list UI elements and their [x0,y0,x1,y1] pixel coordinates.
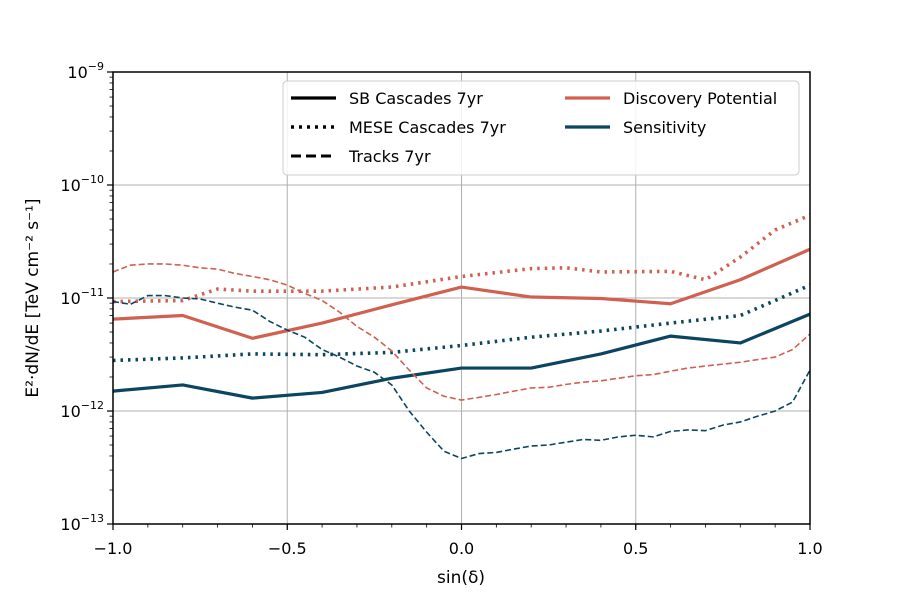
series-line-sb-cascades-7yr-sensitivity [112,312,811,400]
x-tick-label: 1.0 [797,539,822,558]
series-layer [112,213,811,460]
series-line-tracks-7yr-discovery-potential [112,263,811,401]
legend-label: SB Cascades 7yr [349,89,483,108]
series-line-tracks-7yr-sensitivity [112,294,811,460]
series-line-sb-cascades-7yr-discovery-potential [112,247,811,340]
series-line-mese-cascades-7yr-discovery-potential [112,213,811,304]
x-tick-label: −0.5 [268,539,307,558]
legend-label: Tracks 7yr [348,147,431,166]
legend: SB Cascades 7yr MESE Cascades 7yr Tracks 7… [282,80,800,176]
x-tick-label: 0.5 [623,539,648,558]
legend-box [282,80,800,176]
x-tick-label: 0.0 [449,539,474,558]
y-tick-label: 10−10 [60,173,104,195]
y-tick-label: 10−11 [60,286,104,308]
y-tick-label: 10−13 [60,512,104,534]
series-line-mese-cascades-7yr-sensitivity [112,283,811,363]
legend-label: MESE Cascades 7yr [349,118,506,137]
x-tick-label: −1.0 [94,539,133,558]
legend-label: Discovery Potential [623,89,777,108]
y-tick-label: 10−12 [60,399,104,421]
y-tick-label: 10−9 [67,60,104,82]
legend-label: Sensitivity [623,118,706,137]
y-axis-label: E²·dN/dE [TeV cm⁻² s⁻¹] [23,198,43,397]
x-axis-label: sin(δ) [437,568,485,588]
axis-ticks: −1.0 −0.5 0.0 0.5 1.0 10−13 10−12 10−11 10−10 10−… [60,60,822,558]
